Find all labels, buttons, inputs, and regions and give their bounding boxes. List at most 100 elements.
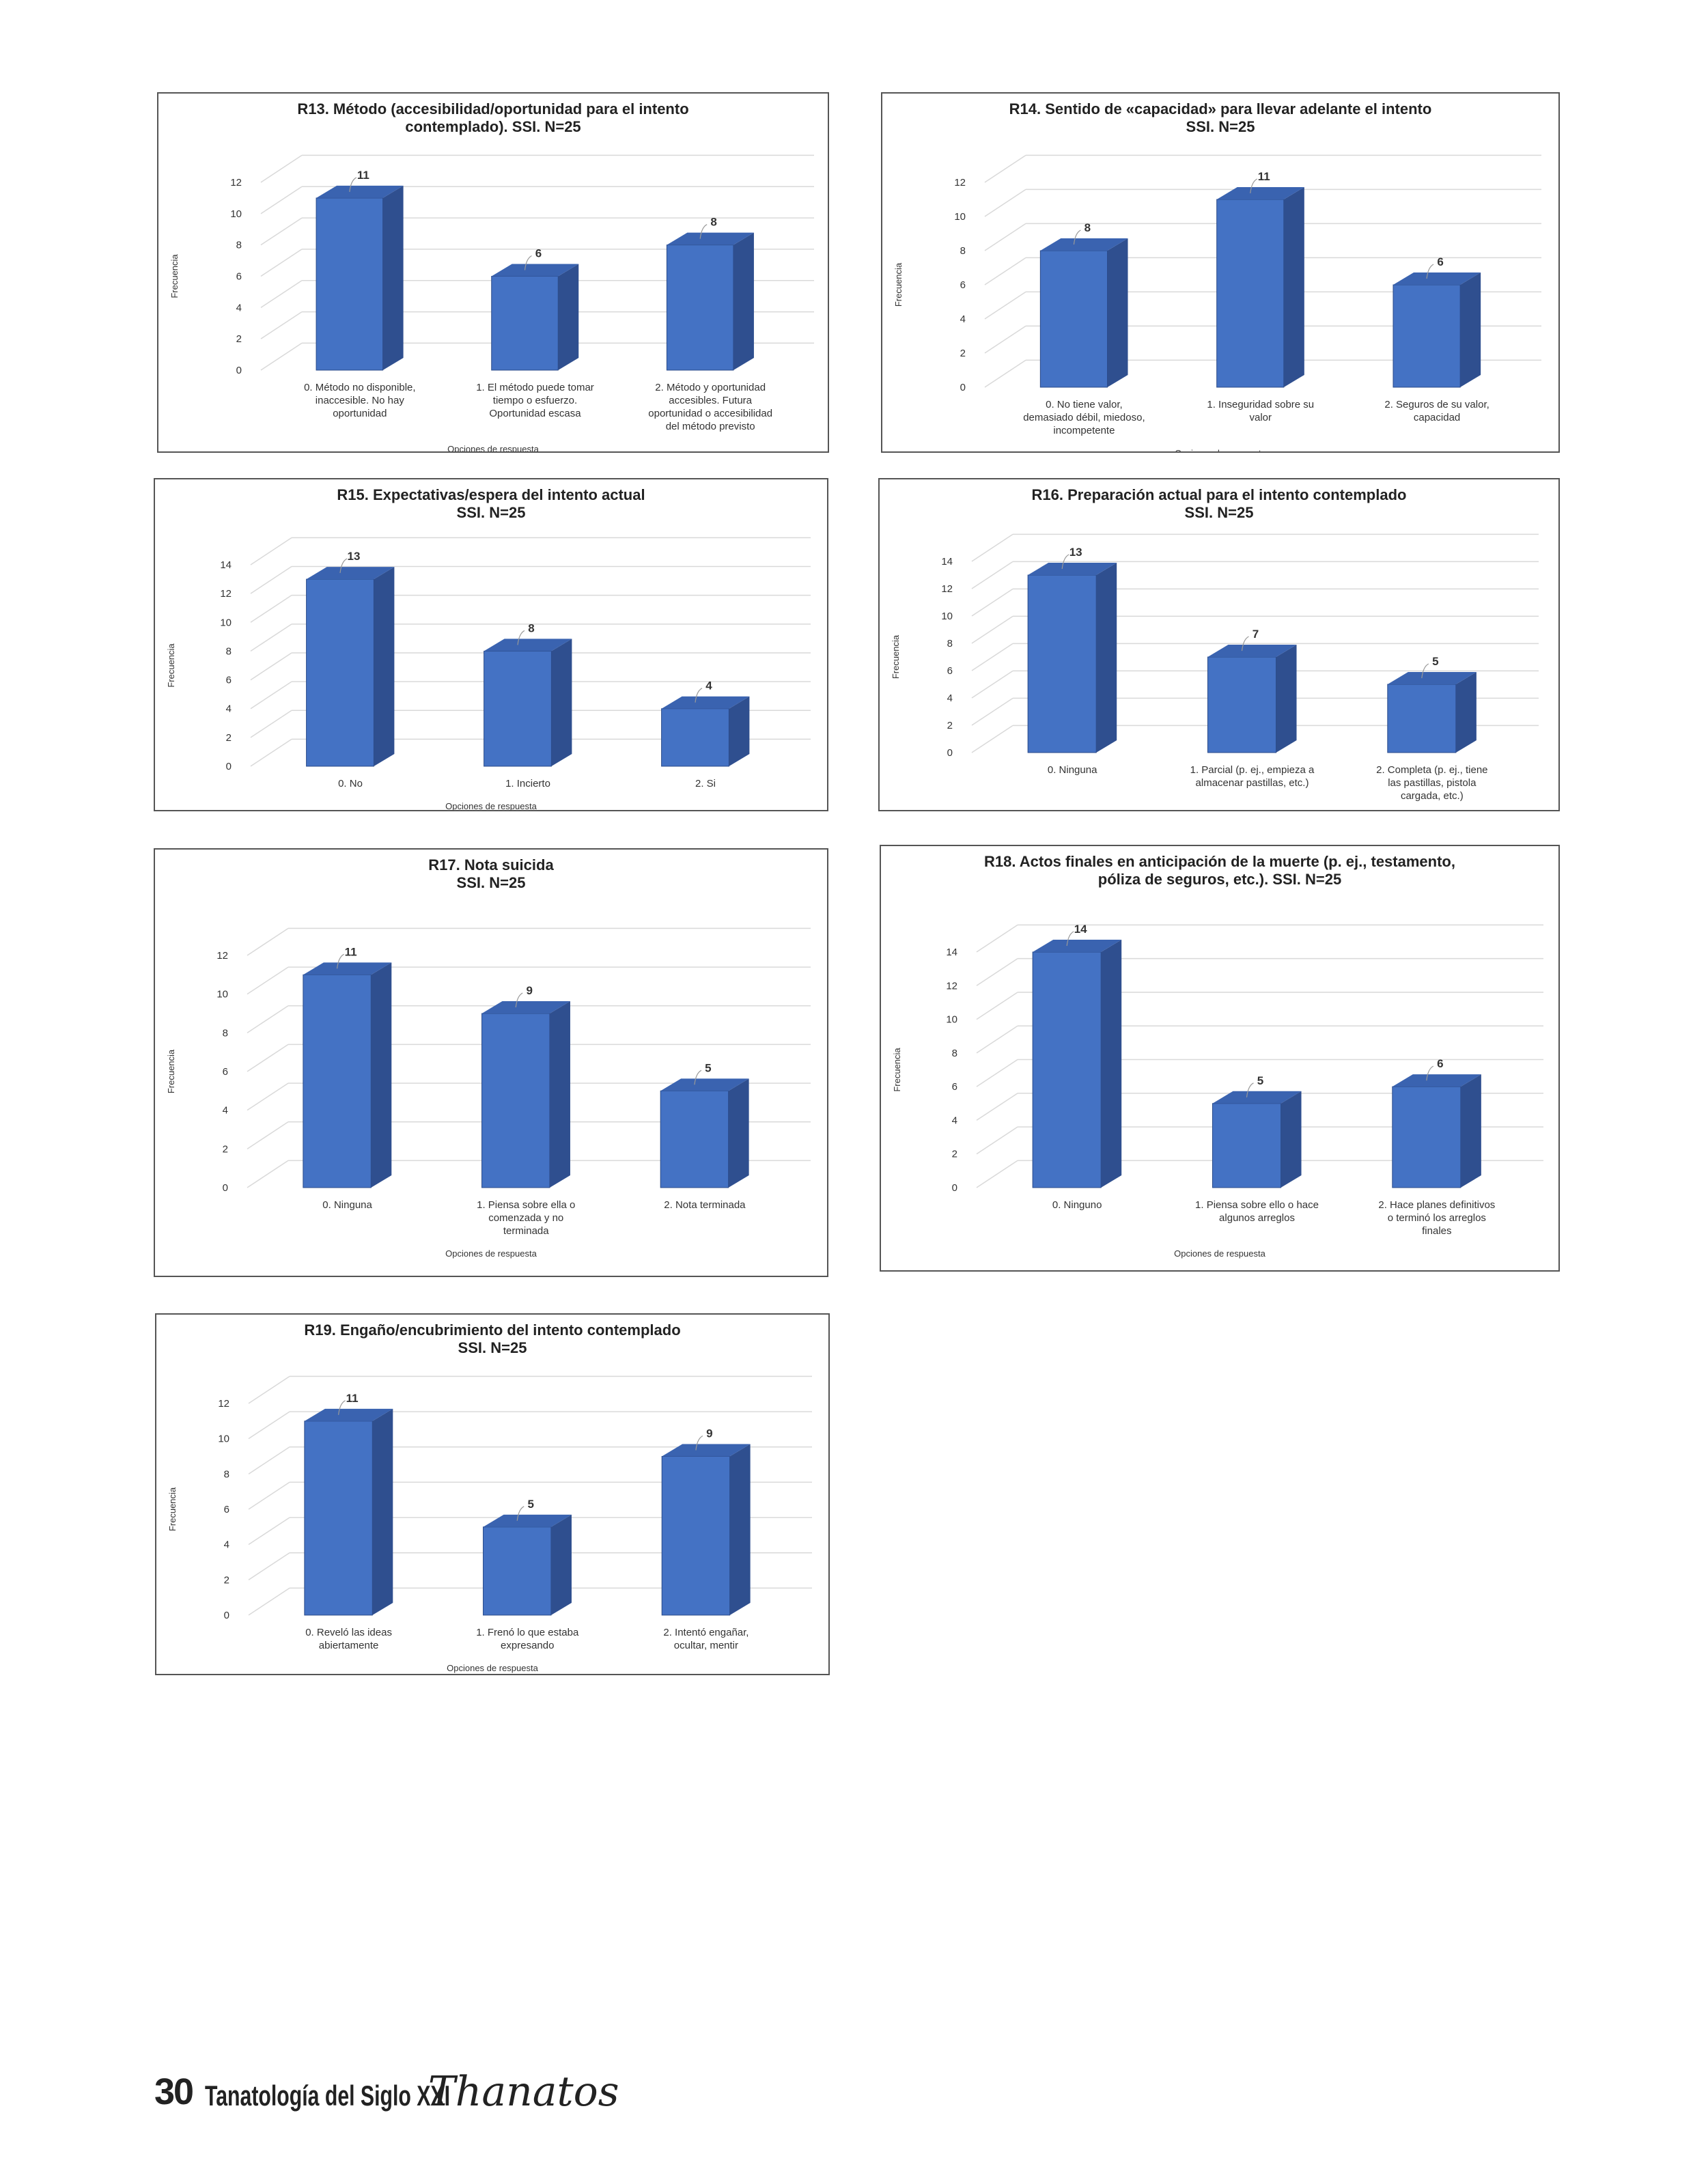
r17-bar-top-2 xyxy=(660,1078,749,1091)
r14-bar-1 xyxy=(1216,199,1285,388)
r18-grid-diagonal xyxy=(976,1126,1018,1155)
r18-category-label-2: 2. Hace planes definitivos xyxy=(1378,1199,1495,1211)
r13-title-line-0: R13. Método (accesibilidad/oportunidad p… xyxy=(297,100,688,117)
r17-grid-diagonal xyxy=(247,1044,289,1072)
r15-data-label-0: 13 xyxy=(348,550,361,563)
r14-data-label-leader-1 xyxy=(1250,178,1258,194)
r16-bar-1 xyxy=(1207,656,1277,753)
r17-data-label-2: 5 xyxy=(705,1061,711,1074)
r19-bar-top-0 xyxy=(304,1408,393,1421)
r18-bar-1 xyxy=(1212,1103,1282,1188)
r14-x-axis-label: Opciones de respuesta xyxy=(1175,448,1266,451)
chart-r14-svg: R14. Sentido de «capacidad» para llevar … xyxy=(893,100,1541,451)
r13-category-label-1: 1. El método puede tomar xyxy=(476,382,594,393)
r19-bar-2 xyxy=(661,1456,731,1616)
r15-data-label-leader-1 xyxy=(517,630,525,645)
r17-bar-0 xyxy=(303,974,372,1188)
r14-category-label-2: capacidad xyxy=(1414,412,1460,423)
r13-category-label-2: accesibles. Futura xyxy=(669,395,752,406)
chart-r14: R14. Sentido de «capacidad» para llevar … xyxy=(881,92,1560,453)
r15-bar-top-1 xyxy=(484,639,572,652)
r19-bar-0 xyxy=(304,1420,373,1616)
r17-category-label-0: 0. Ninguna xyxy=(322,1199,372,1211)
r18-category-label-2: o terminó los arreglos xyxy=(1388,1212,1486,1224)
r16-grid-diagonal xyxy=(971,697,1013,726)
r19-category-label-0: abiertamente xyxy=(319,1640,379,1651)
r13-bar-side-1 xyxy=(558,264,579,370)
r19-x-axis-label: Opciones de respuesta xyxy=(447,1663,538,1673)
r19-bar-1 xyxy=(483,1526,552,1616)
r18-bar-side-2 xyxy=(1460,1074,1481,1188)
r18-y-tick-label: 8 xyxy=(952,1048,957,1059)
r14-category-label-2: 2. Seguros de su valor, xyxy=(1384,399,1489,410)
r17-category-label-1: terminada xyxy=(503,1225,549,1237)
r13-grid-diagonal xyxy=(260,154,303,183)
r14-bar-top-0 xyxy=(1040,238,1128,251)
chart-r13-svg: R13. Método (accesibilidad/oportunidad p… xyxy=(169,100,814,451)
r15-bar-side-1 xyxy=(551,639,572,766)
r17-y-tick-label: 4 xyxy=(223,1105,228,1117)
r16-data-label-leader-0 xyxy=(1061,554,1069,570)
r13-category-label-1: Oportunidad escasa xyxy=(489,408,581,419)
r13-category-label-1: tiempo o esfuerzo. xyxy=(493,395,577,406)
r18-bar-top-0 xyxy=(1033,940,1122,952)
r16-bar-side-0 xyxy=(1096,563,1117,753)
r15-y-tick-label: 2 xyxy=(226,732,232,744)
chart-r15: R15. Expectativas/espera del intento act… xyxy=(154,478,828,811)
r14-title-line-1: SSI. N=25 xyxy=(1186,118,1255,135)
r15-y-tick-label: 6 xyxy=(226,675,232,686)
r16-bar-2 xyxy=(1387,684,1457,753)
r18-grid-diagonal xyxy=(976,992,1018,1020)
r17-grid-diagonal xyxy=(247,927,289,956)
r18-data-label-2: 6 xyxy=(1437,1057,1443,1070)
r17-category-label-1: 1. Piensa sobre ella o xyxy=(477,1199,575,1211)
r14-data-label-leader-0 xyxy=(1073,229,1081,245)
r14-y-tick-label: 0 xyxy=(960,382,966,393)
r17-y-tick-label: 10 xyxy=(216,989,228,1000)
r16-category-label-2: 2. Completa (p. ej., tiene xyxy=(1376,764,1487,776)
r16-grid-diagonal xyxy=(971,725,1013,753)
r17-bar-side-2 xyxy=(728,1078,749,1188)
r17-grid-diagonal xyxy=(247,1121,289,1149)
r18-grid-diagonal xyxy=(976,958,1018,986)
r15-title-line-1: SSI. N=25 xyxy=(457,504,526,521)
r15-bar-2 xyxy=(661,708,729,767)
r14-bar-top-1 xyxy=(1216,187,1304,199)
r19-y-tick-label: 10 xyxy=(218,1433,229,1445)
r18-grid-diagonal xyxy=(976,1059,1018,1087)
r13-bar-top-0 xyxy=(316,185,404,198)
r15-category-label-1: 1. Incierto xyxy=(505,778,550,789)
r17-bar-top-0 xyxy=(303,962,392,975)
r18-title-line-0: R18. Actos finales en anticipación de la… xyxy=(984,853,1455,870)
r14-bar-side-1 xyxy=(1283,187,1304,387)
r15-y-tick-label: 0 xyxy=(226,761,232,772)
r19-grid-diagonal xyxy=(248,1517,290,1545)
r14-grid-diagonal xyxy=(984,257,1026,285)
r15-y-tick-label: 8 xyxy=(226,645,232,657)
r16-category-label-2: las pastillas, pistola xyxy=(1388,777,1477,789)
r16-y-tick-label: 12 xyxy=(941,583,953,595)
r19-bar-side-2 xyxy=(729,1444,751,1615)
r18-y-axis-label: Frecuencia xyxy=(892,1048,902,1092)
r14-y-tick-label: 8 xyxy=(960,245,966,257)
r17-y-tick-label: 8 xyxy=(223,1027,228,1039)
r16-y-tick-label: 8 xyxy=(947,638,953,649)
r16-y-tick-label: 10 xyxy=(941,611,953,622)
r17-title-line-1: SSI. N=25 xyxy=(457,874,526,891)
r16-grid-diagonal xyxy=(971,533,1013,562)
r14-grid-diagonal xyxy=(984,291,1026,320)
r14-category-label-0: 0. No tiene valor, xyxy=(1046,399,1123,410)
r19-y-tick-label: 6 xyxy=(224,1504,229,1515)
r13-x-axis-label: Opciones de respuesta xyxy=(447,444,539,451)
r14-bar-side-2 xyxy=(1460,272,1481,387)
r18-bar-top-2 xyxy=(1392,1074,1481,1087)
r13-grid-diagonal xyxy=(260,186,303,214)
r19-category-label-1: 1. Frenó lo que estaba xyxy=(476,1627,579,1638)
r18-bar-top-1 xyxy=(1212,1091,1302,1104)
r16-data-label-leader-2 xyxy=(1421,663,1429,679)
r15-grid-diagonal xyxy=(250,738,292,767)
r16-data-label-leader-1 xyxy=(1241,636,1249,652)
r18-y-tick-label: 14 xyxy=(946,947,957,958)
r13-bar-side-2 xyxy=(733,232,754,370)
r14-category-label-0: incompetente xyxy=(1053,425,1115,436)
